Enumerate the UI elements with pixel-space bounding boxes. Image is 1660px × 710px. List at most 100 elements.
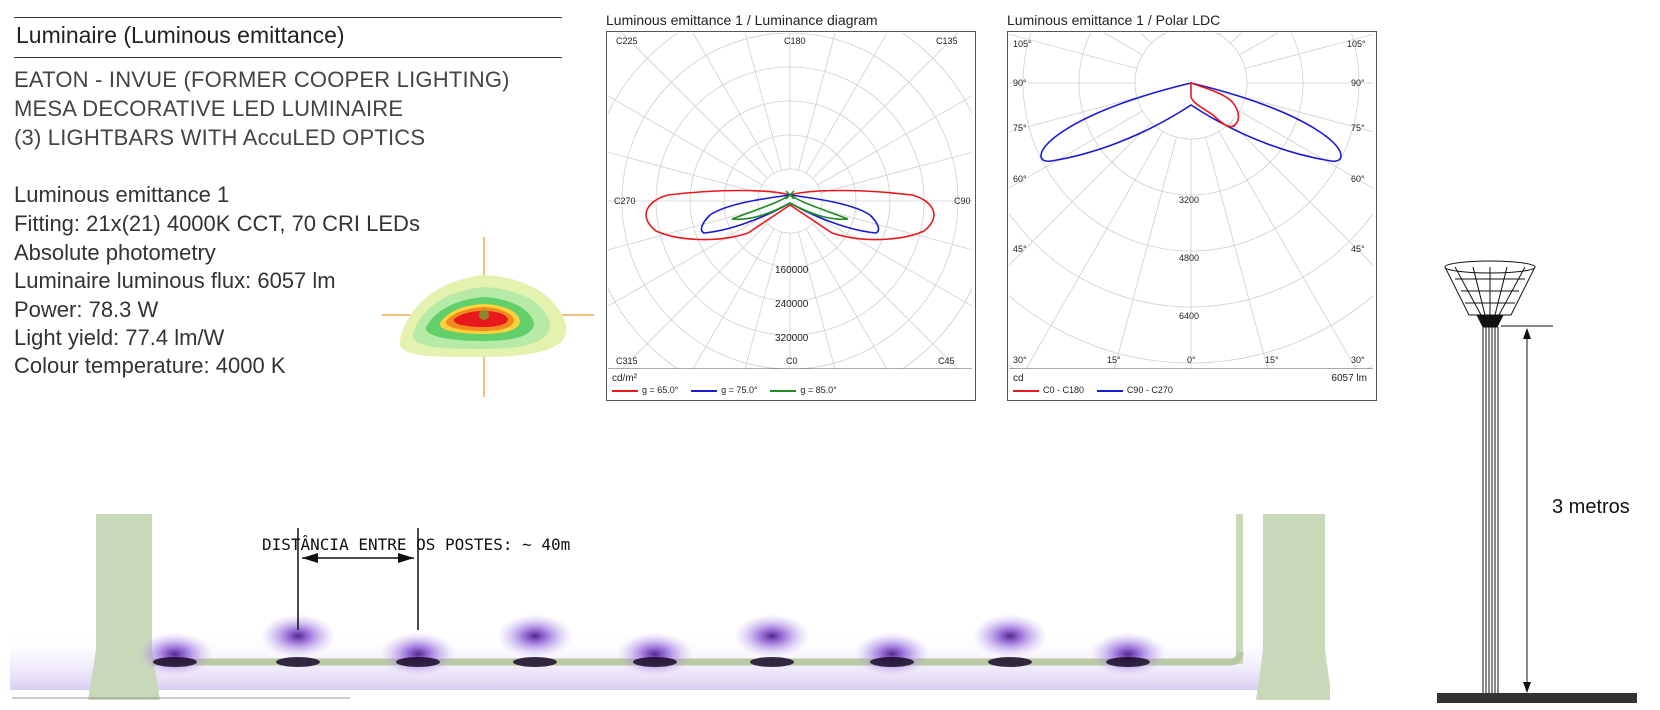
ldc-left-105: 105° [1013,39,1032,49]
isolux-footprint [382,237,594,397]
angle-label-c315: C315 [616,356,638,366]
legend-label-g75: g = 75.0° [721,385,758,395]
ldc-right-105: 105° [1347,39,1366,49]
grid-spoke [1218,131,1357,369]
radial-label-320000: 320000 [775,333,809,344]
light-pool [137,632,213,676]
luminaire-head [1444,260,1536,328]
legend-item-c0-c180: C0 - C180 [1013,385,1084,395]
grid-spoke [813,224,972,369]
grid-circle [758,169,822,233]
light-pool [380,632,456,676]
grid-spoke [608,217,762,331]
light-pool [972,614,1048,658]
grid-spoke [608,134,759,193]
luminance-curve-g85 [731,194,849,221]
light-pool [497,614,573,658]
grid-spoke [1113,136,1177,369]
legend-swatch-red [612,389,638,392]
ldc-left-90: 90° [1013,78,1027,88]
polar-grid [1009,33,1373,369]
angle-label-c45: C45 [938,356,955,366]
ldc-bottom-0: 0° [1187,355,1196,365]
grid-spoke [608,71,762,185]
spec-yield: Light yield: 77.4 lm/W [14,325,225,350]
pole-shaft [1482,327,1499,695]
light-pool [617,632,693,676]
light-pool-core [153,657,197,667]
light-pool-core [396,657,440,667]
product-line: MESA DECORATIVE LED LUMINAIRE [14,96,404,121]
radial-label-160000: 160000 [775,265,809,276]
grid-spoke [608,33,767,178]
legend-label-g65: g = 65.0° [642,385,679,395]
height-arrowhead-bottom [1523,682,1531,693]
grid-spoke [798,33,857,170]
ldc-right-45: 45° [1351,244,1365,254]
right-tower [1256,514,1330,700]
grid-spoke [1218,33,1221,35]
luminance-legend: cd/m² g = 65.0° g = 75.0° g = 85.0° [612,373,972,396]
grid-spoke [1009,110,1143,189]
optics-line: (3) LIGHTBARS WITH AccuLED OPTICS [14,125,426,150]
luminance-center-cross-b [785,190,795,200]
distance-arrowhead-right [398,553,414,563]
ldc-right-90: 90° [1351,78,1365,88]
spec-flux: Luminaire luminous flux: 6057 lm [14,268,336,293]
street-scene [10,514,1330,700]
angle-label-c225: C225 [616,36,638,46]
angle-label-c135: C135 [936,36,958,46]
light-pool-core [870,657,914,667]
angle-label-c180: C180 [784,36,806,46]
legend-swatch-blue [1096,389,1123,392]
legend-item-g75: g = 75.0° [691,385,758,395]
grid-spoke [1230,122,1373,266]
ldc-right-15: 15° [1265,355,1279,365]
polar-ldc-legend: cd 6057 lm C0 - C180 C90 - C270 [1013,373,1371,396]
legend-label-c90-c270: C90 - C270 [1126,385,1173,395]
luminance-curve-g65 [645,189,935,241]
distance-arrowhead-left [302,553,318,563]
grid-spoke [1205,136,1269,369]
luminance-chart-title: Luminous emittance 1 / Luminance diagram [606,12,878,28]
grid-spoke [1009,33,1138,69]
legend-swatch-blue [691,389,718,392]
light-pool-core [1106,657,1150,667]
grid-spoke [723,33,782,170]
radial-label-240000: 240000 [775,299,809,310]
light-pool-core [988,657,1032,667]
grid-spoke [818,217,972,331]
grid-spoke [813,33,972,178]
ldc-radial-4800: 4800 [1179,253,1199,263]
legend-swatch-green [770,389,797,392]
angle-label-c0: C0 [786,356,798,366]
grid-spoke [1025,131,1164,369]
light-pool [734,614,810,658]
grid-spoke [818,71,972,185]
height-annotation: 3 metros [1552,496,1630,518]
angle-label-c270: C270 [614,196,636,206]
ldc-right-30: 30° [1351,355,1365,365]
ldc-left-60: 60° [1013,174,1027,184]
light-pool [854,632,930,676]
pole-elevation [1437,260,1637,703]
spec-photometry: Absolute photometry [14,240,216,265]
light-pool [260,614,336,658]
light-pool-core [513,657,557,667]
ldc-unit-label: cd [1013,373,1024,384]
grid-spoke [1161,33,1164,35]
grid-spoke [608,209,759,268]
ldc-flux-label: 6057 lm [1331,373,1367,384]
light-pool-core [633,657,677,667]
ldc-left-30: 30° [1013,355,1027,365]
grid-spoke [821,209,972,268]
polar-ldc-frame [1007,31,1377,401]
ldc-curve-c0-c180 [1190,81,1240,128]
light-pools [137,614,1166,676]
legend-label-g85: g = 85.0° [800,385,837,395]
header-rule-bottom [14,57,562,58]
grid-spoke [723,232,782,369]
luminance-chart: C225 C180 C135 C270 C90 C315 C0 C45 1600… [608,33,972,369]
grid-spoke [660,229,774,369]
ldc-radial-6400: 6400 [1179,311,1199,321]
